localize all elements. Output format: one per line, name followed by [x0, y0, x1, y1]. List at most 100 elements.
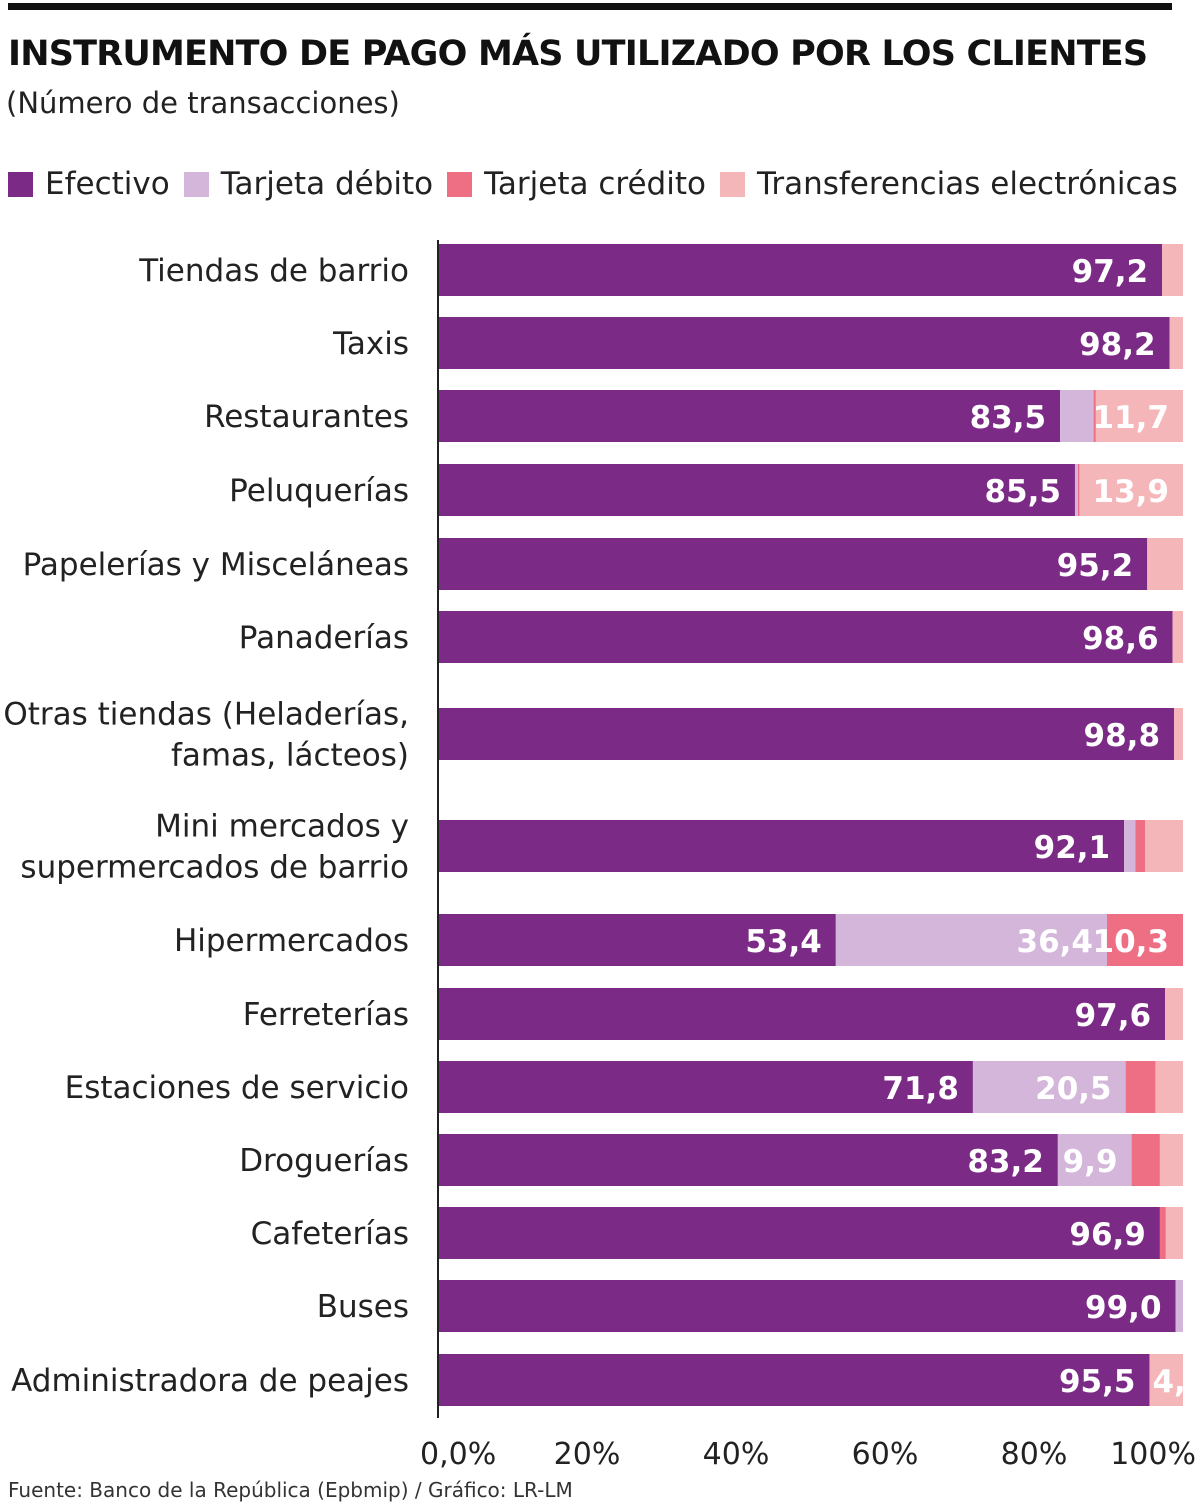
- bar-segment-credito: [1107, 914, 1183, 966]
- legend-swatch-credito: [447, 171, 473, 197]
- bar-group: Droguerías 83,2 9,9: [239, 1134, 1183, 1186]
- bar-group: Otras tiendas (Heladerías, famas, lácteos…: [3, 697, 1183, 774]
- bar-segment-transferencias: [1165, 1207, 1183, 1259]
- legend-swatch-transferencias: [719, 171, 745, 197]
- bar-group: Hipermercados 53,4 36,4 10,3: [174, 914, 1183, 966]
- bar-segment-transferencias: [1155, 1061, 1183, 1113]
- bar-segment-debito: [1074, 464, 1078, 516]
- value-label-transferencias: 11,7: [1093, 400, 1170, 436]
- legend-label-transferencias: Transferencias electrónicas: [756, 166, 1178, 202]
- chart-subtitle: (Número de transacciones): [6, 86, 400, 120]
- bar-segment-transferencias: [1145, 820, 1183, 872]
- value-label-debito: 9,9: [1063, 1144, 1118, 1180]
- x-tick-label: 40%: [703, 1437, 770, 1472]
- legend-item-credito: Tarjeta crédito: [447, 166, 706, 202]
- legend-item-efectivo: Efectivo: [8, 166, 170, 202]
- category-label: Panaderías: [239, 620, 409, 656]
- bar-group: Panaderías 98,6: [239, 611, 1183, 663]
- bar-segment-transferencias: [1174, 708, 1183, 760]
- category-label: Ferreterías: [243, 997, 409, 1033]
- bar-segment-debito: [1124, 820, 1136, 872]
- bar-segment-efectivo: [438, 708, 1175, 760]
- category-label: Papelerías y Misceláneas: [23, 547, 409, 583]
- value-label-debito: 20,5: [1035, 1071, 1112, 1107]
- bar-segment-efectivo: [438, 317, 1170, 369]
- category-label: Estaciones de servicio: [65, 1070, 409, 1106]
- bar-segment-debito: [1057, 1134, 1132, 1186]
- bar-group: Administradora de peajes 95,5 4,6: [11, 1354, 1200, 1406]
- value-label-efectivo: 83,5: [970, 400, 1047, 436]
- bar-segment-efectivo: [438, 538, 1148, 590]
- bar-segment-credito: [1093, 390, 1096, 442]
- bar-segment-efectivo: [438, 390, 1061, 442]
- value-label-efectivo: 99,0: [1085, 1290, 1162, 1326]
- legend-label-debito: Tarjeta débito: [220, 166, 434, 202]
- bar-segment-credito: [1135, 820, 1146, 872]
- bar-segment-transferencias: [1149, 1354, 1183, 1406]
- bar-segment-efectivo: [438, 1061, 973, 1113]
- bar-segment-debito: [1175, 1280, 1183, 1332]
- bar-group: Mini mercados y supermercados de barrio 92…: [20, 809, 1183, 886]
- bar-segment-debito: [972, 1061, 1126, 1113]
- value-label-efectivo: 96,9: [1069, 1217, 1146, 1253]
- bar-segment-efectivo: [438, 244, 1163, 296]
- bar-group: Ferreterías 97,6: [243, 988, 1183, 1040]
- x-tick-label: 80%: [1001, 1437, 1068, 1472]
- legend-swatch-debito: [183, 171, 209, 197]
- value-label-efectivo: 95,2: [1057, 548, 1134, 584]
- category-label: Buses: [317, 1289, 409, 1325]
- bar-segment-efectivo: [438, 611, 1173, 663]
- category-label: Peluquerías: [229, 473, 409, 509]
- value-label-efectivo: 71,8: [882, 1071, 959, 1107]
- x-tick-label: 60%: [852, 1437, 919, 1472]
- bar-segment-transferencias: [1162, 244, 1183, 296]
- legend-label-efectivo: Efectivo: [45, 166, 170, 202]
- bar-group: Estaciones de servicio 71,8 20,5: [65, 1061, 1183, 1113]
- bar-group: Tiendas de barrio 97,2: [138, 244, 1183, 296]
- x-tick-label: 20%: [554, 1437, 621, 1472]
- bar-group: Buses 99,0: [317, 1280, 1183, 1332]
- top-rule: [8, 3, 1172, 10]
- value-label-efectivo: 95,5: [1059, 1364, 1136, 1400]
- value-label-efectivo: 98,6: [1082, 621, 1159, 657]
- value-label-efectivo: 98,2: [1079, 327, 1156, 363]
- value-label-efectivo: 98,8: [1084, 718, 1161, 754]
- bar-segment-efectivo: [438, 820, 1125, 872]
- bar-group: Restaurantes 83,5 11,7: [204, 390, 1183, 442]
- bar-segment-debito: [835, 914, 1108, 966]
- x-tick-label: 0,0%: [420, 1437, 496, 1472]
- value-label-efectivo: 83,2: [967, 1144, 1044, 1180]
- bar-segment-efectivo: [438, 464, 1075, 516]
- value-label-transferencias: 13,9: [1093, 474, 1170, 510]
- bar-segment-credito: [1159, 1207, 1166, 1259]
- bar-group: Taxis 98,2: [332, 317, 1183, 369]
- bar-segment-efectivo: [438, 988, 1166, 1040]
- category-label: Cafeterías: [251, 1216, 409, 1252]
- value-label-transferencias: 4,6: [1152, 1364, 1200, 1400]
- bar-segment-debito: [1060, 390, 1094, 442]
- bar-segment-transferencias: [1165, 988, 1183, 1040]
- legend-swatch-efectivo: [8, 171, 33, 197]
- bar-segment-efectivo: [438, 1207, 1160, 1259]
- bar-segment-credito: [1125, 1061, 1156, 1113]
- bar-segment-efectivo: [438, 1354, 1150, 1406]
- bar-segment-credito: [1077, 464, 1080, 516]
- bar-segment-transferencias: [1159, 1134, 1183, 1186]
- bar-group: Cafeterías 96,9: [251, 1207, 1183, 1259]
- category-label: Hipermercados: [174, 923, 409, 959]
- legend-label-credito: Tarjeta crédito: [484, 166, 706, 202]
- legend-item-transferencias: Transferencias electrónicas: [719, 166, 1178, 202]
- chart-svg: Tiendas de barrio 97,2 Taxis 98,2 Restaurant…: [3, 240, 1200, 1472]
- category-label: Mini mercados y supermercados de barrio: [20, 809, 409, 886]
- category-label: Taxis: [332, 326, 409, 362]
- bar-segment-transferencias: [1147, 538, 1183, 590]
- bar-segment-transferencias: [1079, 464, 1183, 516]
- bar-segment-transferencias: [1172, 611, 1183, 663]
- value-label-efectivo: 85,5: [984, 474, 1061, 510]
- bar-group: Papelerías y Misceláneas 95,2: [23, 538, 1183, 590]
- bar-segment-efectivo: [438, 1280, 1176, 1332]
- category-label: Administradora de peajes: [11, 1363, 409, 1399]
- value-label-efectivo: 92,1: [1034, 830, 1111, 866]
- legend: Efectivo Tarjeta débito Tarjeta crédito …: [8, 162, 1178, 206]
- category-label: Droguerías: [239, 1143, 409, 1179]
